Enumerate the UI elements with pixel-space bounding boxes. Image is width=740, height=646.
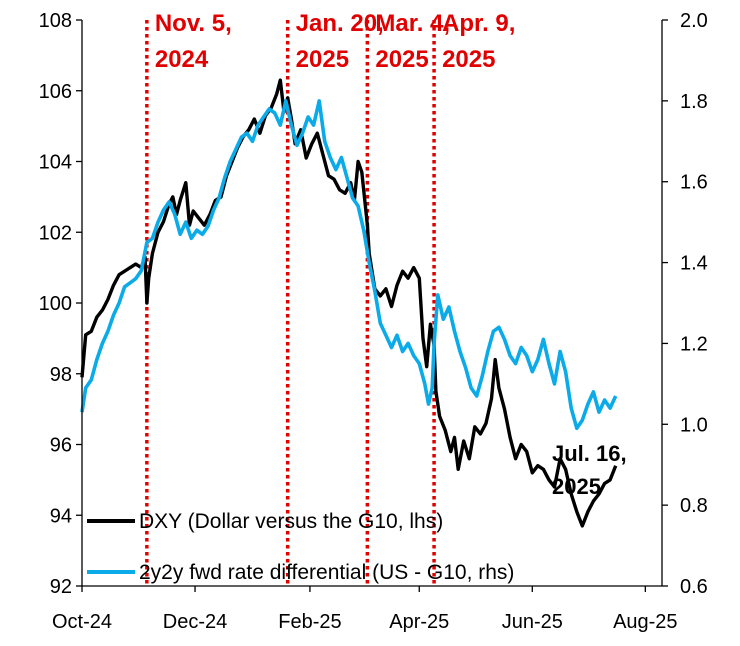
x-tick-label: Feb-25 [278, 611, 341, 633]
legend: DXY (Dollar versus the G10, lhs) 2y2y fwd… [87, 510, 514, 584]
rate-differential-legend-label: 2y2y fwd rate differential (US - G10, rh… [139, 561, 514, 584]
left-tick-label: 108 [39, 10, 72, 32]
x-tick-label: Oct-24 [52, 611, 112, 633]
right-tick-label: 0.6 [680, 576, 708, 598]
event-label-3-line1: Mar. 4, [375, 10, 450, 37]
event-label-2-line1: Jan. 20, [296, 10, 384, 37]
left-tick-label: 98 [50, 364, 72, 386]
left-tick-label: 96 [50, 435, 72, 457]
right-tick-label: 0.8 [680, 495, 708, 517]
end-annotation-line1: Jul. 16, [552, 441, 627, 466]
event-label-4-line1: Apr. 9, [442, 10, 515, 37]
event-label-1-line1: Nov. 5, [155, 10, 232, 37]
x-tick-label: Apr-25 [389, 611, 449, 633]
left-tick-label: 92 [50, 576, 72, 598]
rate-differential-series-line [80, 99, 618, 431]
right-tick-label: 1.0 [680, 414, 708, 436]
annotations: Nov. 5, 2024 Jan. 20, 2025 Mar. 4, 2025 Apr. 9… [155, 10, 627, 499]
x-tick-label: Aug-25 [613, 611, 678, 633]
left-tick-label: 100 [39, 293, 72, 315]
event-label-3-line2: 2025 [375, 46, 428, 73]
axes: 92 94 96 98 100 102 104 106 108 0.6 0.8 1.0 1.2 1.4 1.… [39, 10, 708, 633]
left-tick-label: 94 [50, 505, 72, 527]
right-tick-label: 1.8 [680, 91, 708, 113]
right-tick-label: 1.4 [680, 253, 708, 275]
left-tick-label: 102 [39, 222, 72, 244]
right-tick-label: 1.6 [680, 172, 708, 194]
event-label-1-line2: 2024 [155, 46, 209, 73]
series-lines [80, 78, 618, 528]
x-tick-label: Dec-24 [163, 611, 227, 633]
left-tick-label: 104 [39, 152, 72, 174]
dxy-legend-label: DXY (Dollar versus the G10, lhs) [139, 510, 443, 533]
right-tick-label: 1.2 [680, 333, 708, 355]
event-label-4-line2: 2025 [442, 46, 495, 73]
event-label-2-line2: 2025 [296, 46, 349, 73]
left-tick-label: 106 [39, 81, 72, 103]
right-tick-label: 2.0 [680, 10, 708, 32]
end-annotation-line2: 2025 [552, 474, 601, 499]
x-tick-label: Jun-25 [502, 611, 563, 633]
dxy-series-line [80, 78, 618, 528]
